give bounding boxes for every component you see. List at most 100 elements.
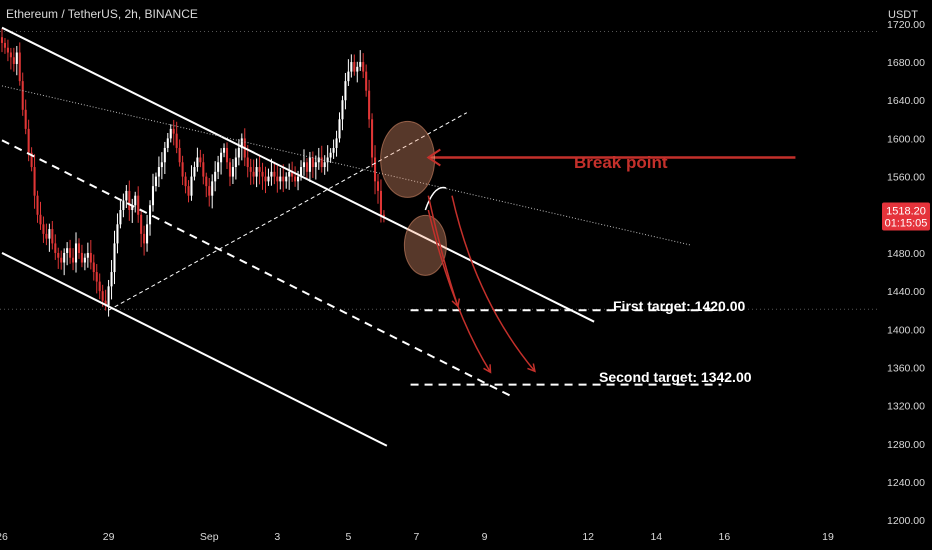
projected-paths [427,195,536,374]
candle-body [169,128,172,139]
break-circle [380,120,436,198]
candle-body [148,205,152,225]
candle-body [157,167,160,177]
candle-body [184,176,187,187]
candle-body [308,157,311,172]
candle-body [202,162,205,177]
candle-body [3,42,6,48]
x-tick-label: 14 [650,531,662,543]
x-tick-label: 5 [345,531,351,543]
channel-upper [1,26,595,323]
candle-body [146,224,149,244]
candle-body [24,109,27,129]
candle-body [285,176,288,182]
rising-support [108,112,468,311]
break-arrow-head [426,148,441,167]
y-tick-label: 1320.00 [887,401,925,413]
candle-body [267,176,270,182]
candle-body [128,190,131,210]
candle-body [291,171,294,177]
candle-body [225,147,229,163]
candle-body [320,157,323,168]
candle-body [131,205,134,210]
y-tick-label: 1280.00 [887,439,925,451]
candle-body [288,171,291,177]
candle-body [249,167,252,172]
x-tick-label: 16 [719,531,731,543]
candle-body [9,52,12,58]
candles [0,28,385,317]
candle-body [217,162,220,172]
candle-body [368,90,371,120]
x-tick-label: 3 [274,531,280,543]
candle-body [317,157,320,163]
candle-body [193,167,196,177]
candle-body [190,176,193,196]
candle-body [344,81,347,101]
candle-body [379,190,382,215]
candle-body [104,300,107,306]
price-badge: 1518.20 01:15:05 [882,202,930,231]
candle-body [125,190,128,201]
candle-body [143,233,146,244]
break-point-label: Break point [574,153,668,172]
candle-body [33,167,36,196]
candle-body [69,248,72,258]
first-target-label: First target: 1420.00 [613,298,745,314]
candle-body [107,286,110,306]
candle-body [258,167,261,172]
candle-body [80,252,83,263]
symbol-title[interactable]: Ethereum / TetherUS, 2h, BINANCE [6,7,198,21]
channel-lower [1,252,388,447]
candle-body [305,162,308,172]
candle-body [83,257,86,263]
candle-body [220,152,223,163]
candle-body [359,62,362,67]
candle-body [166,138,169,148]
candle-body [335,138,338,148]
candle-body [57,252,60,258]
second-target-label: Second target: 1342.00 [599,369,752,385]
candle-body [89,252,92,263]
candle-body [48,229,51,239]
candle-body [140,214,143,234]
candle-body [178,147,181,163]
x-tick-label: 12 [582,531,594,543]
candle-body [163,147,166,163]
candle-body [151,186,155,206]
path-second-target-a-arrow [483,364,492,374]
candle-body [205,176,208,187]
price-axis[interactable]: 1200.00 1240.00 1280.00 1320.00 1360.00 1400.… [887,19,925,527]
candle-body [181,162,184,177]
candle-body [187,186,190,196]
y-tick-label: 1440.00 [887,286,925,298]
candle-body [276,176,279,182]
y-tick-label: 1200.00 [887,515,925,527]
x-tick-label: 9 [482,531,488,543]
candle-body [154,176,157,187]
candle-body [329,152,332,158]
candle-body [282,176,285,182]
candle-body [211,181,214,196]
candle-body [101,291,104,301]
candle-body [341,100,344,120]
candle-body [110,272,113,287]
candle-body [208,186,211,196]
candle-body [12,57,15,64]
candle-body [273,171,276,177]
candle-body [231,167,234,177]
currency-label: USDT [888,9,918,21]
candle-body [122,200,125,210]
candle-body [199,157,202,163]
candle-body [77,243,81,253]
candle-body [160,162,163,168]
candle-body [323,162,326,168]
candle-body [234,157,237,168]
time-axis[interactable]: 26 29 Sep 3 5 7 9 12 14 16 19 [0,531,834,543]
candle-body [365,71,368,91]
candle-body [294,176,297,182]
candle-body [347,71,350,82]
candle-body [27,128,30,153]
candle-body [39,214,42,225]
